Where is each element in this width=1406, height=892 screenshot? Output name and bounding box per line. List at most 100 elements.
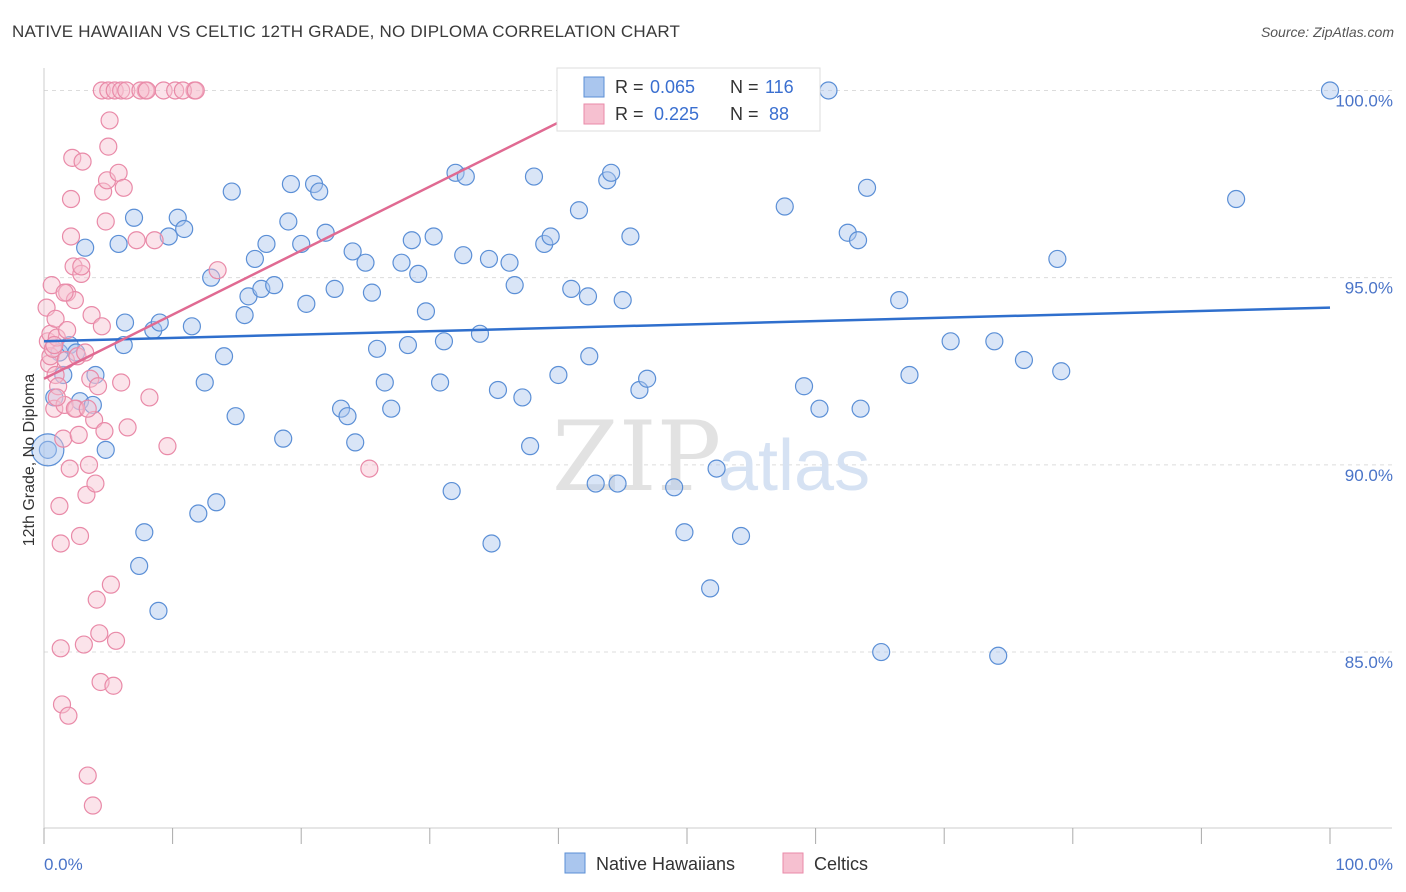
native-hawaiians-point bbox=[434, 332, 454, 351]
celtics-point bbox=[117, 81, 136, 100]
legend-r-value-2: 0.225 bbox=[654, 104, 699, 124]
celtics-point bbox=[58, 320, 77, 340]
native-hawaiians-point bbox=[124, 208, 144, 227]
legend-n-label-2: N = bbox=[730, 104, 759, 124]
native-hawaiians-point bbox=[941, 332, 960, 351]
celtics-point bbox=[360, 459, 379, 478]
y-tick-label: 95.0% bbox=[1345, 279, 1393, 298]
native-hawaiians-point bbox=[416, 302, 436, 321]
native-hawaiians-point bbox=[602, 163, 621, 182]
native-hawaiians-point bbox=[214, 347, 234, 366]
native-hawaiians-point bbox=[872, 642, 891, 662]
native-hawaiians-point bbox=[310, 182, 329, 201]
native-hawaiians-point bbox=[638, 369, 657, 388]
native-hawaiians-point bbox=[430, 373, 450, 392]
native-hawaiians-point bbox=[202, 268, 221, 287]
native-hawaiians-point bbox=[362, 283, 382, 302]
native-hawaiians-point bbox=[482, 534, 501, 553]
native-hawaiians-point bbox=[848, 231, 868, 250]
native-hawaiians-point bbox=[562, 279, 581, 298]
native-hawaiians-point bbox=[130, 556, 149, 576]
native-hawaiians-point bbox=[325, 279, 344, 298]
native-hawaiians-point bbox=[1048, 249, 1067, 269]
celtics-point bbox=[73, 152, 92, 171]
celtics-point bbox=[74, 635, 93, 654]
celtics-point bbox=[61, 189, 81, 209]
native-hawaiians-point bbox=[257, 234, 276, 254]
native-hawaiians-point bbox=[665, 478, 684, 497]
celtics-point bbox=[82, 305, 101, 325]
celtics-point bbox=[60, 459, 79, 478]
celtics-point bbox=[51, 534, 70, 553]
native-hawaiians-point bbox=[586, 474, 605, 493]
native-hawaiians-point bbox=[580, 347, 599, 366]
watermark-zip: ZIP bbox=[552, 401, 721, 513]
celtics-point bbox=[63, 148, 82, 167]
native-hawaiians-point bbox=[775, 197, 794, 216]
celtics-point bbox=[87, 590, 106, 609]
celtics-point bbox=[55, 283, 74, 302]
native-hawaiians-point bbox=[1320, 81, 1340, 100]
native-hawaiians-point bbox=[857, 178, 877, 197]
native-hawaiians-point bbox=[226, 407, 245, 426]
native-hawaiians-point bbox=[281, 174, 301, 194]
legend-n-value-1: 116 bbox=[765, 77, 794, 97]
celtics-point bbox=[99, 81, 118, 100]
native-hawaiians-point bbox=[613, 291, 632, 310]
native-hawaiians-point bbox=[985, 332, 1004, 351]
celtics-point bbox=[45, 335, 64, 355]
celtics-point bbox=[104, 676, 123, 695]
legend-r-value-1: 0.065 bbox=[650, 77, 695, 97]
bottom-legend-swatch-pink bbox=[782, 852, 804, 874]
celtics-point bbox=[52, 695, 72, 714]
native-hawaiians-point bbox=[346, 433, 365, 452]
native-hawaiians-point bbox=[731, 526, 751, 546]
x-tick-label-max: 100.0% bbox=[1335, 855, 1393, 874]
native-hawaiians-point bbox=[265, 276, 284, 295]
celtics-point bbox=[90, 624, 109, 643]
native-hawaiians-point bbox=[398, 335, 418, 355]
celtics-point bbox=[112, 81, 131, 100]
native-hawaiians-point bbox=[521, 437, 540, 456]
celtics-point bbox=[127, 231, 146, 250]
bottom-legend-swatch-blue bbox=[564, 852, 586, 874]
native-hawaiians-point bbox=[392, 253, 411, 272]
native-hawaiians-point bbox=[195, 373, 214, 392]
native-hawaiians-point bbox=[569, 201, 589, 220]
celtics-point bbox=[96, 212, 115, 231]
celtics-point bbox=[114, 178, 133, 197]
native-hawaiians-point bbox=[578, 287, 598, 306]
bottom-legend-label-1: Native Hawaiians bbox=[596, 854, 735, 874]
native-hawaiians-point bbox=[76, 238, 95, 257]
celtics-point bbox=[72, 257, 91, 276]
native-hawaiians-point bbox=[810, 399, 829, 418]
series-legend: Native Hawaiians Celtics bbox=[564, 852, 868, 874]
native-hawaiians-point bbox=[541, 227, 560, 246]
native-hawaiians-point bbox=[343, 242, 362, 261]
celtics-point bbox=[100, 111, 119, 130]
celtics-point bbox=[106, 631, 126, 650]
native-hawaiians-point bbox=[175, 219, 194, 239]
celtics-point bbox=[208, 261, 227, 280]
native-hawaiians-point bbox=[1227, 189, 1246, 209]
celtics-point bbox=[101, 575, 120, 594]
celtics-point bbox=[72, 264, 91, 284]
native-hawaiians-points bbox=[31, 81, 1340, 665]
native-hawaiians-point bbox=[207, 493, 226, 512]
native-hawaiians-point bbox=[524, 167, 544, 186]
native-hawaiians-point bbox=[245, 249, 265, 269]
native-hawaiians-point bbox=[182, 317, 201, 336]
y-tick-label: 85.0% bbox=[1345, 653, 1393, 672]
native-hawaiians-point bbox=[1014, 350, 1034, 370]
native-hawaiians-point bbox=[424, 227, 443, 246]
celtics-point bbox=[92, 81, 111, 100]
native-hawaiians-point bbox=[189, 504, 208, 523]
celtics-point bbox=[166, 81, 185, 100]
native-hawaiians-point bbox=[279, 212, 298, 231]
native-hawaiians-point bbox=[701, 579, 720, 598]
celtics-point bbox=[173, 81, 192, 100]
celtics-point bbox=[92, 317, 111, 336]
celtics-point bbox=[112, 373, 131, 392]
legend-swatch-blue bbox=[583, 76, 605, 98]
celtics-points bbox=[37, 81, 379, 815]
